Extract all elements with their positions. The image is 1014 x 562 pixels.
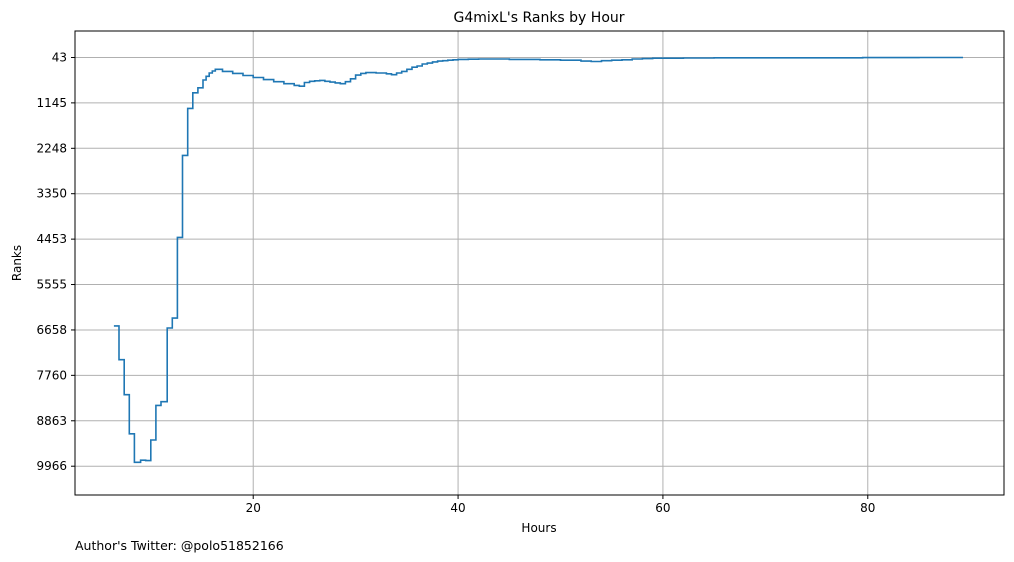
y-tick-label: 43: [52, 50, 67, 64]
x-tick-label: 20: [246, 501, 261, 515]
y-tick-label: 6658: [36, 323, 67, 337]
x-tick-label: 80: [860, 501, 875, 515]
grid-lines: [75, 31, 1004, 495]
author-credit: Author's Twitter: @polo51852166: [75, 538, 284, 553]
x-tick-label: 40: [450, 501, 465, 515]
series-layer: [113, 56, 963, 464]
x-axis-label: Hours: [521, 521, 556, 535]
y-tick-label: 1145: [36, 96, 67, 110]
y-axis-label: Ranks: [10, 245, 24, 281]
x-tick-label: 60: [655, 501, 670, 515]
plot-frame: [74, 30, 1005, 496]
y-tick-label: 7760: [36, 368, 67, 382]
rank-series-line: [113, 56, 963, 464]
y-tick-label: 4453: [36, 232, 67, 246]
chart-title: G4mixL's Ranks by Hour: [453, 10, 624, 26]
axis-ticks: 20 40 60 80 43 1145 2248 3350 4453 5555 6658 7760 88…: [36, 50, 875, 515]
y-tick-label: 9966: [36, 459, 67, 473]
y-tick-label: 5555: [36, 278, 67, 292]
y-tick-label: 8863: [36, 414, 67, 428]
y-tick-label: 3350: [36, 187, 67, 201]
y-tick-label: 2248: [36, 141, 67, 155]
